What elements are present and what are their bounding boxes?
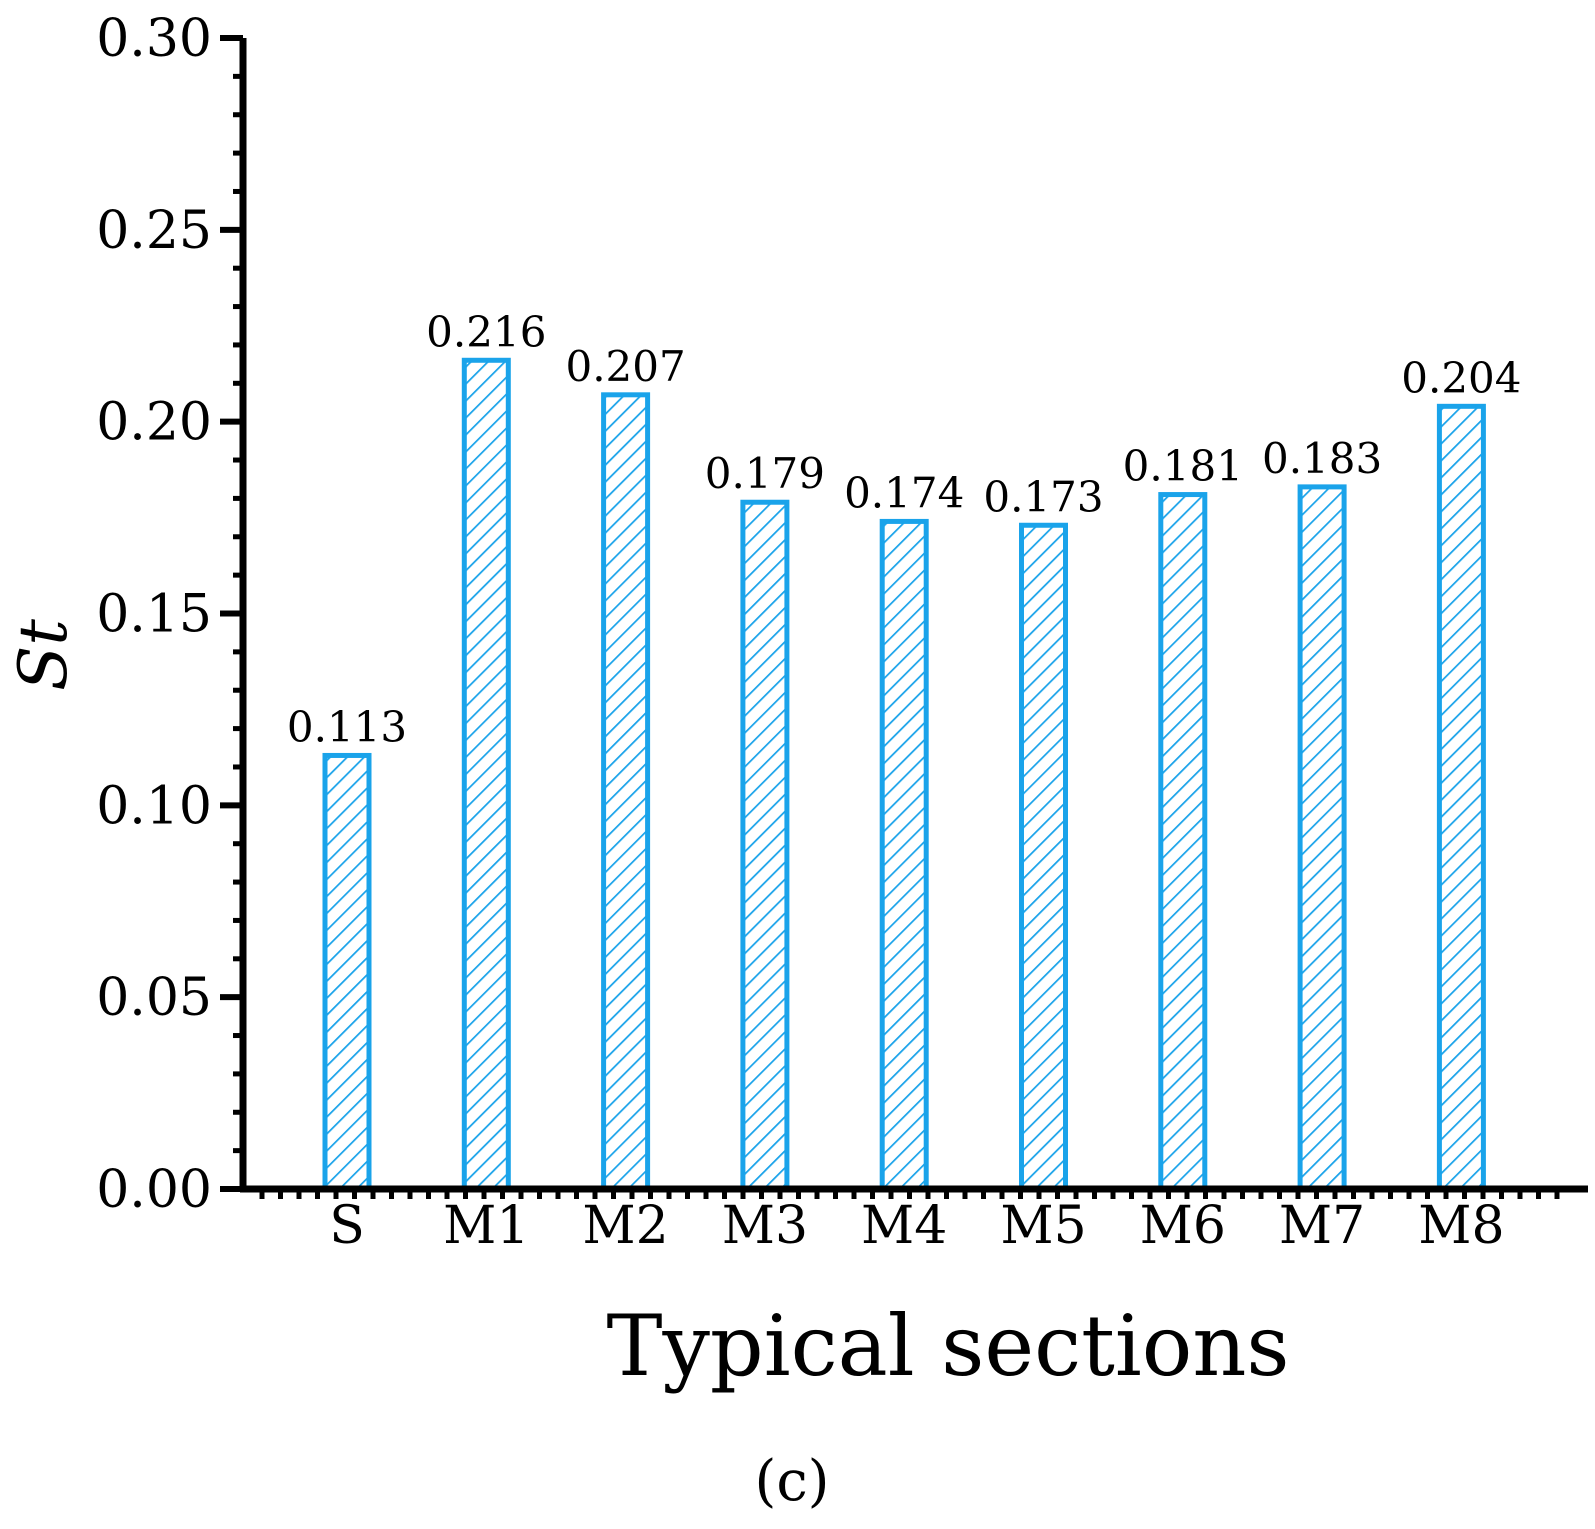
value-label-s: 0.113 <box>287 702 407 751</box>
value-label-m1: 0.216 <box>426 307 546 356</box>
y-tick-label: 0.25 <box>96 201 212 261</box>
x-tick-label-s: S <box>329 1196 365 1256</box>
value-label-m4: 0.174 <box>844 468 964 517</box>
bar-m3 <box>740 499 790 1192</box>
bar-m4 <box>879 518 929 1192</box>
x-ticks-group: S M1 M2 M3 M4 M5 M6 M7 M8 <box>259 1192 1560 1256</box>
x-tick-label-m7: M7 <box>1279 1196 1365 1256</box>
value-label-m2: 0.207 <box>565 342 685 391</box>
bar-m1 <box>461 357 511 1192</box>
bar-m2 <box>601 392 651 1192</box>
x-tick-label-m6: M6 <box>1140 1196 1226 1256</box>
value-label-m6: 0.181 <box>1123 442 1243 491</box>
value-label-m7: 0.183 <box>1262 434 1382 483</box>
x-tick-label-m8: M8 <box>1418 1196 1504 1256</box>
x-tick-label-m3: M3 <box>722 1196 808 1256</box>
y-tick-label: 0.05 <box>96 968 212 1028</box>
y-tick-label: 0.00 <box>96 1160 212 1220</box>
bar-m5 <box>1019 522 1068 1192</box>
y-tick-label: 0.15 <box>96 585 212 645</box>
y-tick-label: 0.10 <box>96 776 212 836</box>
value-label-m8: 0.204 <box>1401 353 1521 402</box>
y-tick-label: 0.20 <box>96 393 212 453</box>
x-axis-title: Typical sections <box>606 1297 1289 1395</box>
y-ticks-group: 0.00 0.05 0.10 0.15 0.20 0.25 0.30 <box>96 9 243 1220</box>
bar-m6 <box>1158 492 1208 1192</box>
value-label-m5: 0.173 <box>983 472 1103 521</box>
y-tick-label: 0.30 <box>96 9 212 69</box>
x-tick-label-m2: M2 <box>582 1196 668 1256</box>
bar-m7 <box>1297 484 1347 1192</box>
x-tick-label-m1: M1 <box>443 1196 529 1256</box>
x-tick-label-m4: M4 <box>861 1196 947 1256</box>
bar-m8 <box>1436 403 1486 1192</box>
x-tick-label-m5: M5 <box>1000 1196 1086 1256</box>
bar-s <box>322 752 372 1192</box>
value-label-m3: 0.179 <box>705 449 825 498</box>
y-axis-title: St <box>5 619 82 691</box>
panel-label: (c) <box>754 1449 829 1514</box>
value-labels-group: 0.113 0.216 0.207 0.179 0.174 0.173 0.181 0.183… <box>287 307 1522 751</box>
